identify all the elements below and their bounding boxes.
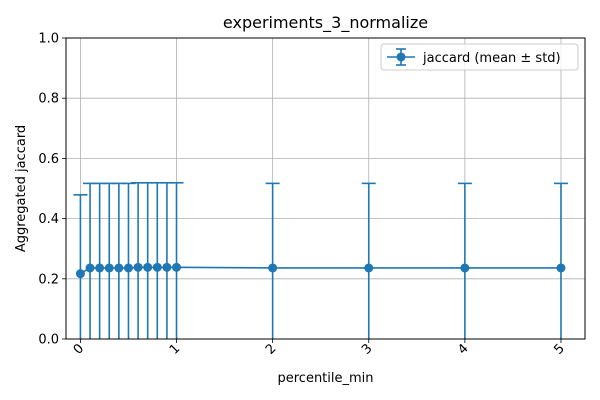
data-point [75,269,85,279]
data-point [104,263,114,273]
y-tick-label: 0.8 [38,92,59,107]
chart-title: experiments_3_normalize [223,13,428,33]
data-point [123,263,133,273]
data-point [460,263,470,273]
axes-frame [65,37,586,340]
y-tick-label: 0.2 [38,272,59,287]
data-point [152,262,162,272]
data-point [143,262,153,272]
data-point [268,263,278,273]
plot-area [73,181,568,339]
x-axis-label: percentile_min [277,371,373,386]
legend: jaccard (mean ± std) [380,43,579,71]
data-point [364,263,374,273]
y-tick-label: 1.0 [38,32,59,47]
legend-marker [387,48,415,66]
data-point [172,262,182,272]
y-tick-label: 0.4 [38,212,59,227]
data-point [95,263,105,273]
data-point [85,263,95,273]
y-tick-label: 0.0 [38,333,59,348]
legend-label: jaccard (mean ± std) [422,51,561,66]
data-point [556,263,566,273]
legend-box [380,43,579,71]
data-point [133,262,143,272]
y-tick-label: 0.6 [38,152,59,167]
legend-point [396,52,406,62]
data-point [162,262,172,272]
data-point [114,263,124,273]
y-axis-label: Aggregated jaccard [14,125,29,252]
series-group [73,181,568,339]
